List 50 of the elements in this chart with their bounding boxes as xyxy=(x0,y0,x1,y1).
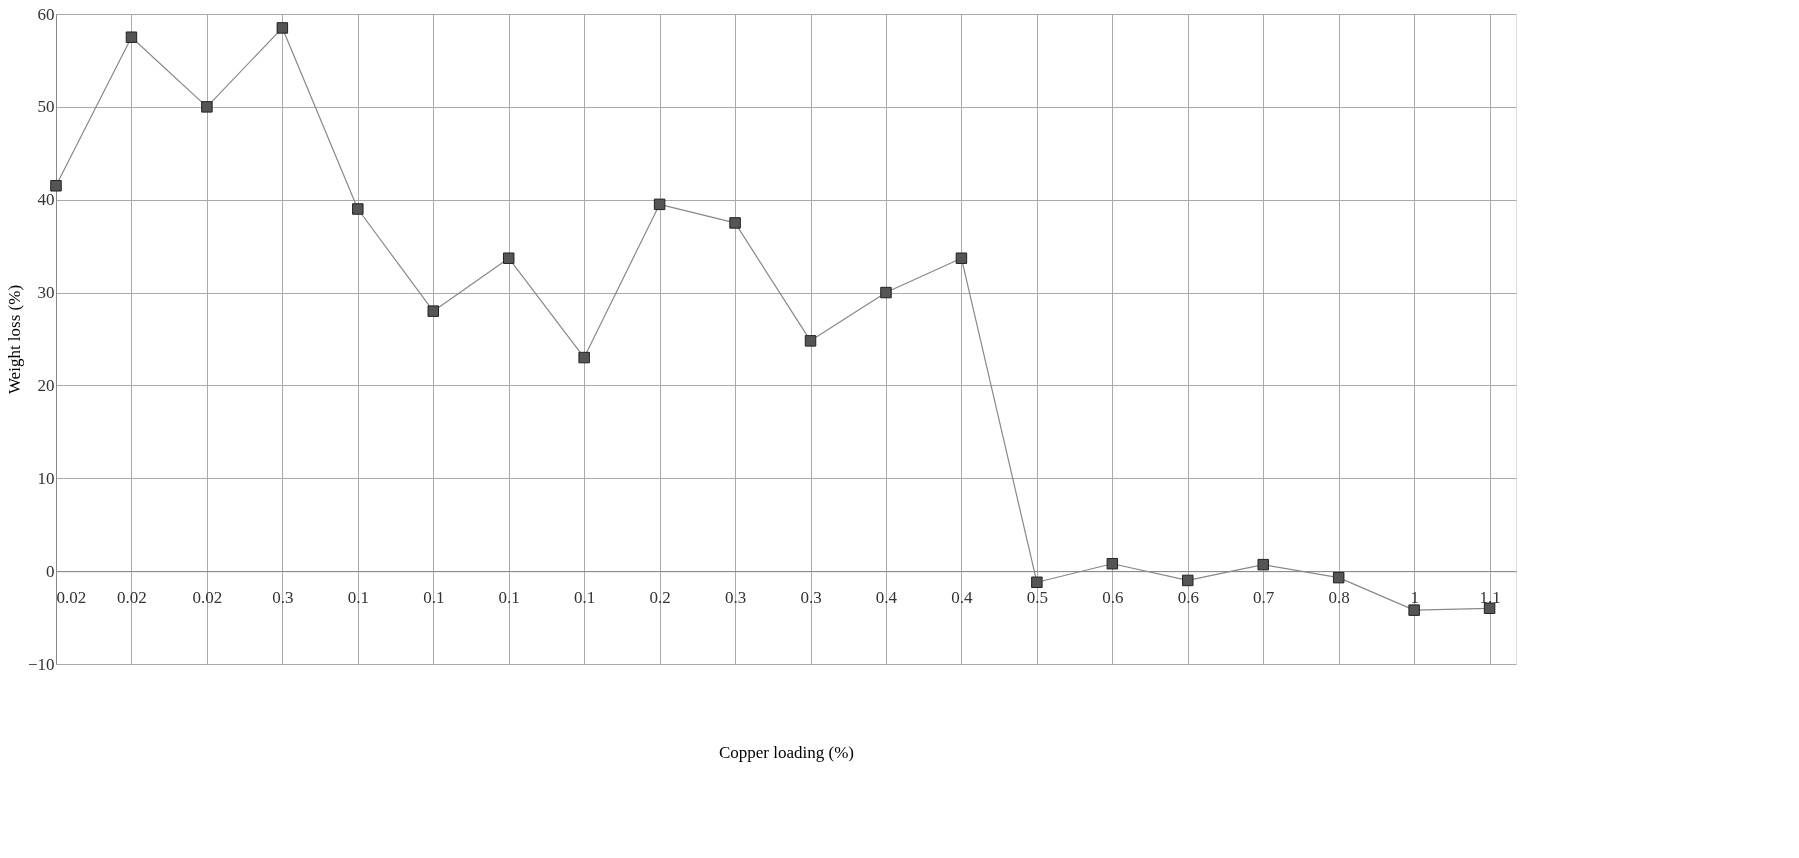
point xyxy=(1031,576,1043,589)
y-tick-label: 20 xyxy=(37,375,55,395)
x-tick-label: 0.2 xyxy=(649,587,671,607)
x-tick-label: 0.7 xyxy=(1253,587,1275,607)
point xyxy=(201,101,213,113)
y-tick-label: 60 xyxy=(37,4,55,24)
point xyxy=(1257,558,1269,571)
y-tick-label: 0 xyxy=(46,561,55,581)
y-tick-label: 40 xyxy=(37,190,55,210)
point xyxy=(1483,602,1496,615)
y-tick-label: −10 xyxy=(27,654,55,674)
x-tick-label: 0.1 xyxy=(498,587,520,607)
point xyxy=(125,31,138,43)
y-tick-label: 50 xyxy=(37,97,55,117)
x-tick-label: 0.4 xyxy=(951,587,974,607)
point xyxy=(50,180,62,192)
point xyxy=(502,252,515,264)
point xyxy=(352,203,364,215)
x-tick-label: 0.3 xyxy=(800,587,822,607)
point xyxy=(427,305,439,317)
x-tick-label: 0.3 xyxy=(272,587,294,607)
point xyxy=(653,198,666,211)
y-tick-label: 30 xyxy=(37,283,55,303)
point xyxy=(276,22,289,34)
x-tick-label: 0.1 xyxy=(347,587,369,607)
x-tick-label: 0.1 xyxy=(423,587,445,607)
point xyxy=(955,252,968,264)
x-tick-label: 0.02 xyxy=(192,587,223,607)
x-tick-label: 0.1 xyxy=(574,587,596,607)
point xyxy=(804,335,817,347)
point xyxy=(880,286,892,299)
x-tick-label: 0.8 xyxy=(1328,587,1350,607)
x-axis-title: Copper loading (%) xyxy=(718,742,855,762)
point xyxy=(578,351,590,364)
x-tick-label: 0.6 xyxy=(1177,587,1199,607)
x-tick-label: 0.02 xyxy=(117,587,147,607)
x-tick-label: 1 xyxy=(1410,587,1419,607)
x-tick-label: 0.6 xyxy=(1102,587,1124,607)
point xyxy=(729,217,741,229)
point xyxy=(1332,571,1345,584)
y-axis-title: Weight loss (%) xyxy=(4,284,24,395)
point xyxy=(1182,574,1194,587)
x-tick-label: 0.5 xyxy=(1026,587,1048,607)
point xyxy=(1106,557,1119,570)
point xyxy=(1408,604,1420,616)
x-tick-label: 1.1 xyxy=(1479,587,1501,607)
x-tick-label: 0.3 xyxy=(724,587,747,607)
x-tick-label: 0.4 xyxy=(875,587,898,607)
x-tick-label: 0.02 xyxy=(56,587,87,607)
y-tick-label: 10 xyxy=(37,468,55,488)
